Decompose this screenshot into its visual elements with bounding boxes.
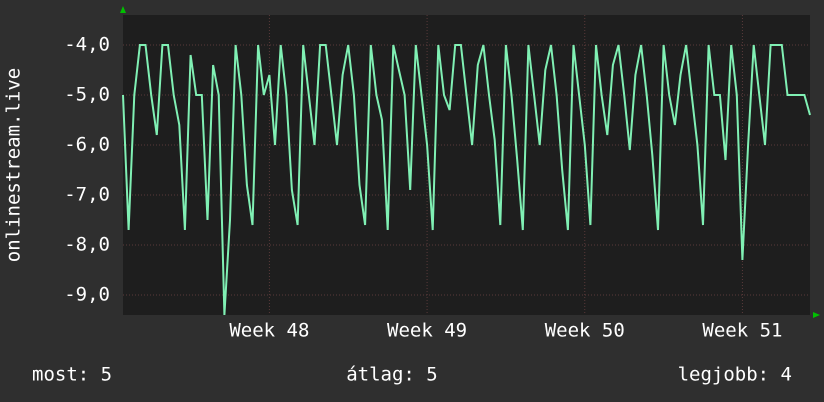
y-tick-label: -6,0 xyxy=(64,134,110,156)
x-tick-label: Week 49 xyxy=(387,320,467,342)
y-tick-label: -8,0 xyxy=(64,234,110,256)
legend-text: legjobb: 4 xyxy=(678,364,792,386)
axis-arrow xyxy=(120,6,126,13)
y-tick-label: -5,0 xyxy=(64,84,110,106)
legend-text: most: 5 xyxy=(32,364,112,386)
axis-arrow xyxy=(813,312,820,318)
y-axis-label: onlinestream.live xyxy=(3,68,25,262)
y-tick-label: -4,0 xyxy=(64,34,110,56)
legend-text: átlag: 5 xyxy=(346,364,438,386)
y-tick-label: -7,0 xyxy=(64,184,110,206)
x-tick-label: Week 50 xyxy=(545,320,625,342)
y-tick-label: -9,0 xyxy=(64,284,110,306)
plot-area xyxy=(123,15,810,315)
data-line xyxy=(122,44,811,316)
x-tick-label: Week 48 xyxy=(229,320,309,342)
x-tick-label: Week 51 xyxy=(702,320,782,342)
